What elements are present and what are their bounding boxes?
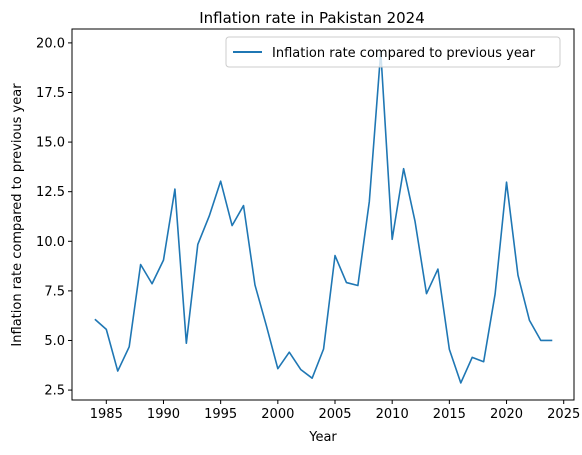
x-tick-label: 1990 xyxy=(147,407,180,422)
y-tick-label: 12.5 xyxy=(36,185,65,200)
y-axis-label: Inflation rate compared to previous year xyxy=(10,83,25,347)
chart-title: Inflation rate in Pakistan 2024 xyxy=(199,9,425,27)
x-tick-label: 1995 xyxy=(204,407,237,422)
x-tick-label: 2000 xyxy=(261,407,294,422)
y-axis-ticks: 2.5 5.0 7.5 10.0 12.5 15.0 17.5 20.0 xyxy=(36,36,72,399)
legend-box xyxy=(225,36,561,68)
x-tick-label: 2005 xyxy=(318,407,351,422)
x-tick-label: 1985 xyxy=(90,407,123,422)
y-tick-label: 7.5 xyxy=(44,284,65,299)
x-tick-label: 2025 xyxy=(547,407,580,422)
series-line xyxy=(94,50,553,384)
y-tick-label: 2.5 xyxy=(44,384,65,399)
plot-area-frame xyxy=(71,28,575,401)
y-tick-label: 20.0 xyxy=(36,36,65,51)
x-axis-label: Year xyxy=(308,430,337,445)
y-tick-label: 17.5 xyxy=(36,86,65,101)
x-axis-ticks: 1985 1990 1995 2000 2005 2010 2015 2020 2025 xyxy=(90,400,580,422)
x-tick-label: 2010 xyxy=(376,407,409,422)
series-layer xyxy=(94,50,553,384)
legend: Inflation rate compared to previous year xyxy=(225,36,561,68)
y-tick-label: 15.0 xyxy=(36,136,65,151)
legend-label: Inflation rate compared to previous year xyxy=(272,46,536,61)
y-tick-label: 5.0 xyxy=(44,334,65,349)
x-tick-label: 2020 xyxy=(490,407,523,422)
y-tick-label: 10.0 xyxy=(36,235,65,250)
x-tick-label: 2015 xyxy=(433,407,466,422)
